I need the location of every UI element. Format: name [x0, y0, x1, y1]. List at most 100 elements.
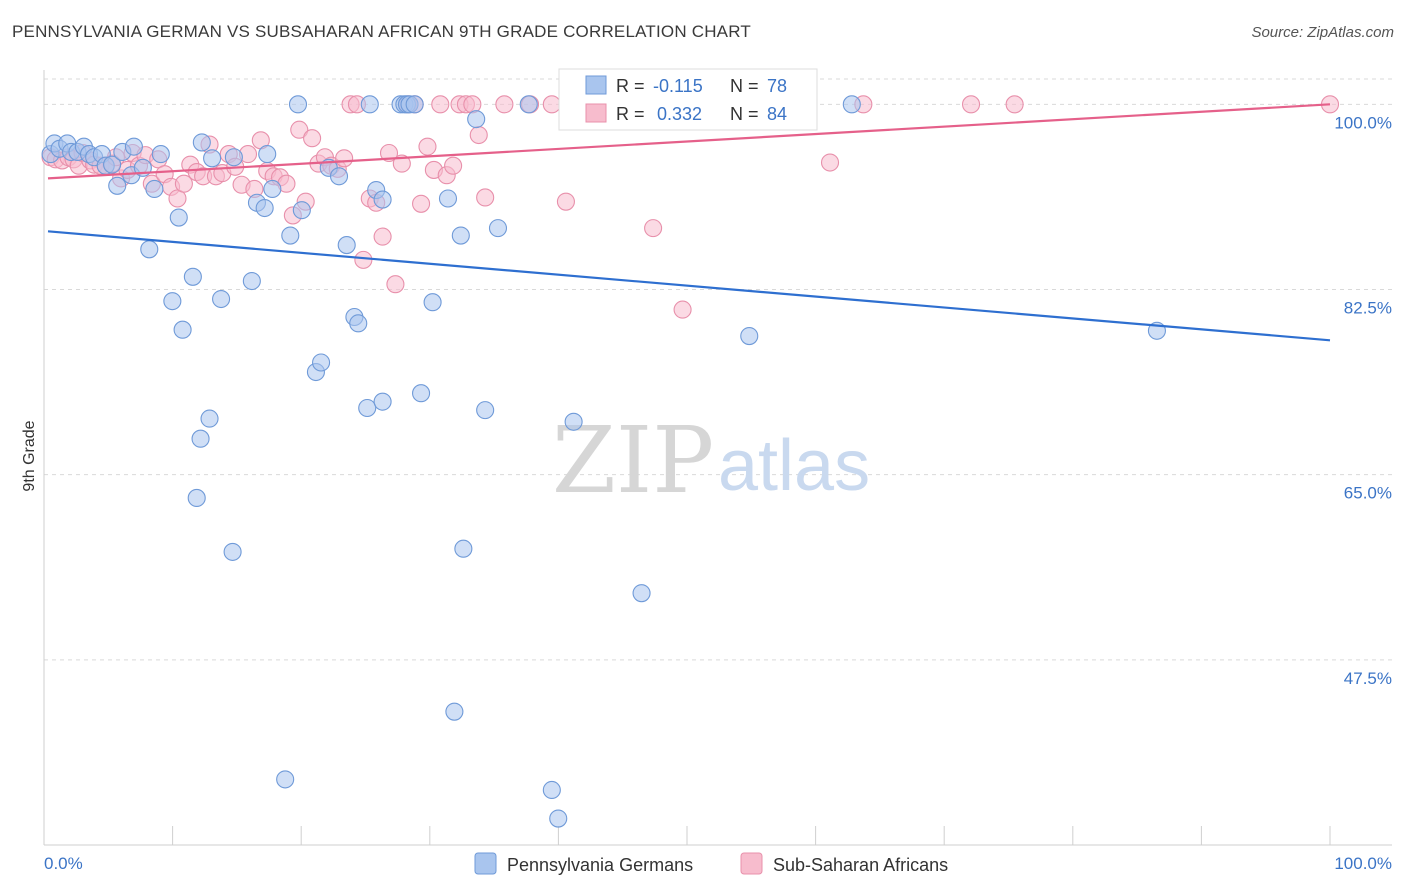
point-sub-saharan-africans: [644, 219, 663, 238]
point-pennsylvania-germans: [183, 267, 202, 286]
point-sub-saharan-africans: [444, 156, 463, 175]
point-pennsylvania-germans: [438, 189, 458, 208]
point-sub-saharan-africans: [820, 153, 840, 172]
point-pennsylvania-germans: [200, 409, 219, 428]
stats-r-value-pink: 0.332: [657, 104, 702, 124]
point-pennsylvania-germans: [349, 314, 368, 333]
point-pennsylvania-germans: [192, 133, 211, 152]
point-sub-saharan-africans: [379, 143, 399, 163]
point-pennsylvania-germans: [124, 137, 143, 156]
point-pennsylvania-germans: [312, 353, 331, 372]
point-pennsylvania-germans: [263, 179, 282, 199]
point-sub-saharan-africans: [335, 149, 354, 168]
stats-swatch-blue: [585, 75, 607, 95]
source-credit: Source: ZipAtlas.com: [1251, 24, 1394, 41]
y-tick-label: 47.5%: [1344, 669, 1392, 688]
point-sub-saharan-africans: [412, 194, 431, 213]
point-pennsylvania-germans: [360, 95, 379, 114]
point-sub-saharan-africans: [290, 120, 309, 139]
y-tick-label: 100.0%: [1334, 113, 1392, 132]
point-pennsylvania-germans: [292, 201, 311, 220]
point-sub-saharan-africans: [476, 188, 495, 207]
point-pennsylvania-germans: [242, 271, 261, 291]
point-pennsylvania-germans: [549, 809, 568, 828]
y-axis-label: 9th Grade: [21, 420, 38, 491]
trend-line-sub-saharan-africans: [47, 103, 1331, 180]
stats-r-label-pink: R =: [616, 104, 645, 124]
point-sub-saharan-africans: [354, 250, 373, 269]
point-pennsylvania-germans: [445, 702, 464, 721]
y-tick-labels: 100.0% 82.5% 65.0% 47.5%: [1334, 113, 1392, 687]
stats-n-value-blue: 78: [767, 76, 787, 96]
trend-line-pennsylvania-germans: [47, 230, 1331, 342]
legend: Pennsylvania Germans Sub-Saharan African…: [474, 852, 948, 875]
point-pennsylvania-germans: [255, 198, 274, 218]
point-pennsylvania-germans: [842, 95, 861, 114]
trend-lines: [47, 103, 1331, 342]
legend-swatch-pink: [740, 852, 763, 875]
legend-label-blue: Pennsylvania Germans: [507, 855, 693, 875]
point-pennsylvania-germans: [203, 149, 222, 168]
point-pennsylvania-germans: [373, 392, 392, 411]
y-tick-label: 82.5%: [1344, 299, 1392, 318]
point-sub-saharan-africans: [469, 125, 488, 145]
point-pennsylvania-germans: [740, 327, 759, 346]
point-pennsylvania-germans: [276, 770, 295, 789]
point-pennsylvania-germans: [454, 539, 473, 558]
point-pennsylvania-germans: [163, 292, 182, 311]
point-pennsylvania-germans: [519, 95, 538, 114]
point-sub-saharan-africans: [1005, 95, 1024, 114]
stats-r-value-blue: -0.115: [653, 76, 703, 96]
point-pennsylvania-germans: [145, 179, 164, 199]
point-pennsylvania-germans: [224, 148, 243, 167]
series-pennsylvania-germans: [41, 95, 1166, 828]
point-pennsylvania-germans: [187, 488, 206, 507]
point-pennsylvania-germans: [288, 95, 308, 114]
watermark-atlas: atlas: [718, 426, 870, 506]
point-pennsylvania-germans: [108, 176, 127, 195]
point-pennsylvania-germans: [451, 226, 470, 245]
point-sub-saharan-africans: [463, 95, 482, 114]
y-tick-label: 65.0%: [1344, 484, 1392, 503]
stats-r-label-blue: R =: [616, 76, 645, 96]
point-pennsylvania-germans: [169, 208, 188, 227]
point-sub-saharan-africans: [373, 227, 392, 246]
point-pennsylvania-germans: [103, 155, 122, 174]
point-sub-saharan-africans: [392, 154, 411, 173]
chart-title: PENNSYLVANIA GERMAN VS SUBSAHARAN AFRICA…: [12, 22, 751, 41]
point-sub-saharan-africans: [673, 300, 692, 319]
point-sub-saharan-africans: [556, 192, 575, 211]
stats-n-value-pink: 84: [767, 104, 787, 124]
point-pennsylvania-germans: [140, 240, 159, 259]
point-sub-saharan-africans: [418, 137, 437, 156]
axes: [43, 70, 1392, 846]
point-pennsylvania-germans: [223, 542, 242, 561]
point-pennsylvania-germans: [412, 384, 431, 403]
legend-swatch-blue: [474, 852, 497, 875]
point-pennsylvania-germans: [564, 412, 583, 431]
point-pennsylvania-germans: [173, 320, 192, 339]
x-tick-label-min: 0.0%: [44, 854, 83, 873]
point-pennsylvania-germans: [467, 110, 486, 129]
watermark: ZIP atlas: [552, 407, 870, 514]
point-pennsylvania-germans: [632, 584, 651, 603]
point-pennsylvania-germans: [281, 226, 300, 245]
point-pennsylvania-germans: [212, 289, 231, 309]
stats-n-label-blue: N =: [730, 76, 759, 96]
x-ticks: [43, 826, 1331, 845]
x-tick-label-max: 100.0%: [1334, 854, 1392, 873]
point-pennsylvania-germans: [373, 190, 392, 209]
stats-swatch-pink: [585, 103, 607, 123]
point-sub-saharan-africans: [303, 129, 322, 148]
point-sub-saharan-africans: [386, 275, 405, 294]
point-sub-saharan-africans: [495, 95, 514, 114]
stats-box: R = -0.115 N = 78 R = 0.332 N = 84: [558, 68, 818, 131]
point-pennsylvania-germans: [151, 145, 170, 164]
legend-label-pink: Sub-Saharan Africans: [773, 855, 948, 875]
point-sub-saharan-africans: [431, 95, 450, 114]
point-pennsylvania-germans: [476, 401, 495, 420]
point-pennsylvania-germans: [329, 167, 349, 186]
point-sub-saharan-africans: [961, 95, 981, 114]
point-pennsylvania-germans: [337, 236, 356, 255]
